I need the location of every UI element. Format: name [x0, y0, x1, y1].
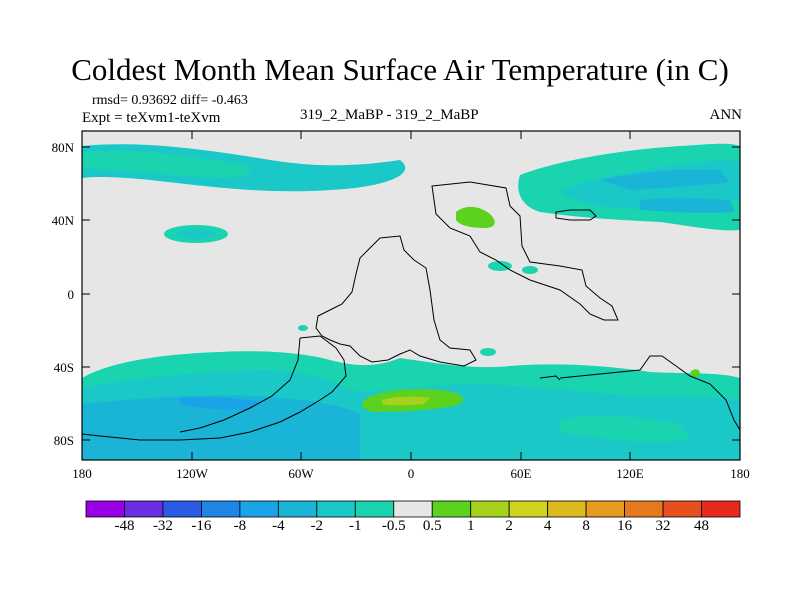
colorbar-label: 32 — [655, 518, 671, 534]
colorbar-swatch — [624, 500, 664, 518]
asia-warm-patch — [456, 206, 495, 228]
lat-tick-label: 80S — [53, 433, 74, 448]
continent-outlines — [82, 181, 740, 441]
lon-tick-label: 60E — [510, 466, 532, 481]
colorbar-swatch — [124, 500, 164, 518]
colorbar-label: -8 — [233, 518, 247, 534]
colorbar-label: -0.5 — [381, 518, 406, 534]
colorbar-swatch — [547, 500, 587, 518]
colorbar-swatch — [431, 500, 472, 518]
colorbar-label: -4 — [272, 518, 285, 534]
rmsd-diff-stats: rmsd= 0.93692 diff= -0.463 — [92, 93, 248, 108]
colorbar-swatch — [585, 500, 625, 518]
colorbar-swatch — [85, 500, 125, 518]
colorbar-swatch — [470, 500, 510, 518]
axis-ticks — [81, 131, 741, 460]
colorbar-swatch — [162, 500, 202, 518]
colorbar-swatch — [277, 500, 318, 518]
lon-tick-label: 120W — [176, 466, 208, 481]
colorbar-label: 48 — [694, 518, 710, 534]
colorbar-swatch — [393, 500, 433, 518]
colorbar-swatch — [354, 500, 395, 518]
colorbar-label: 4 — [543, 518, 552, 534]
colorbar-label: 1 — [466, 518, 475, 534]
season-label: ANN — [709, 107, 743, 123]
colorbar-swatch — [239, 500, 279, 518]
experiment-label: Expt = teXvm1-teXvm — [82, 110, 221, 126]
lat-tick-label: 40S — [53, 360, 74, 375]
lat-tick-label: 80N — [51, 140, 74, 155]
lat-tick-label: 40N — [51, 213, 74, 228]
colorbar-swatch — [316, 500, 356, 518]
lon-tick-label: 60W — [288, 466, 314, 481]
colorbar-label: 2 — [505, 518, 513, 534]
colorbar-label: -16 — [191, 518, 212, 534]
lat-tick-label: 0 — [67, 287, 75, 302]
colorbar-label: -1 — [349, 518, 362, 534]
colorbar-label: -48 — [114, 518, 135, 534]
colorbar-swatch — [701, 500, 741, 518]
colorbar-label: -32 — [152, 518, 173, 534]
colorbar-label: -2 — [310, 518, 324, 534]
colorbar-swatch — [201, 500, 241, 518]
lon-tick-label: 180 — [72, 466, 92, 481]
colorbar-label: 0.5 — [422, 518, 442, 534]
colorbar-swatch — [508, 500, 549, 518]
lon-tick-label: 0 — [407, 466, 415, 481]
case-label: 319_2_MaBP - 319_2_MaBP — [300, 107, 479, 123]
temperature-field — [82, 143, 740, 460]
lon-tick-label: 180 — [730, 466, 750, 481]
colorbar-swatch — [662, 500, 702, 518]
plot-title: Coldest Month Mean Surface Air Temperatu… — [71, 52, 729, 87]
colorbar-label: 8 — [582, 518, 590, 534]
colorbar-label: 16 — [617, 518, 633, 534]
lon-tick-label: 120E — [616, 466, 644, 481]
